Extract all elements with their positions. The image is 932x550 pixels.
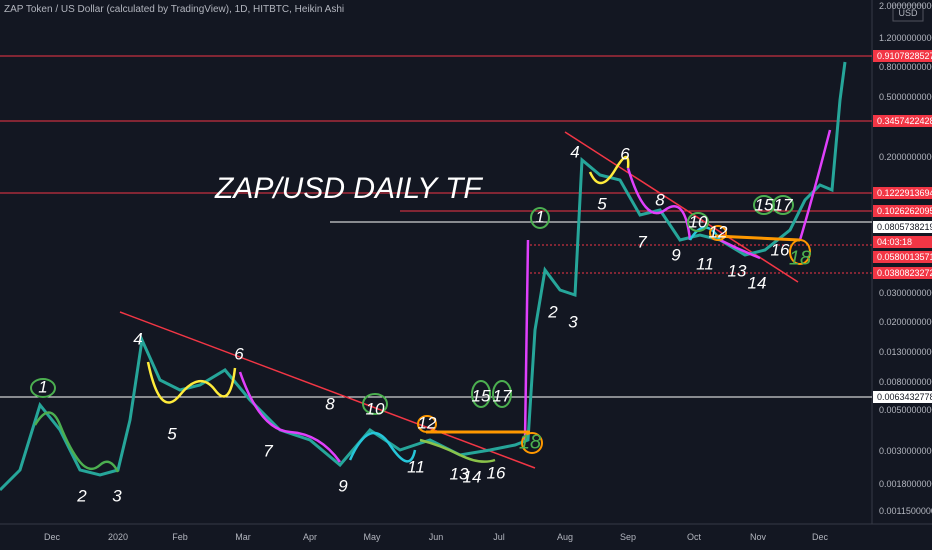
- y-tick-label: 2.0000000000: [879, 1, 932, 11]
- price-tag-box: [873, 221, 932, 233]
- y-tick-label: 0.0080000000: [879, 377, 932, 387]
- x-tick-label: 2020: [108, 532, 128, 542]
- wave-label: 11: [407, 457, 425, 476]
- wave-label: 15: [755, 195, 774, 214]
- wave-label: 3: [568, 312, 578, 331]
- price-tag: 0.0063432778: [877, 392, 932, 402]
- x-tick-label: Dec: [44, 532, 61, 542]
- wave-label: 11: [696, 254, 714, 273]
- price-tag: 0.0805738219: [877, 222, 932, 232]
- x-tick-label: Jun: [429, 532, 444, 542]
- y-tick-label: 0.5000000000: [879, 92, 932, 102]
- wave-label: 14: [463, 467, 482, 486]
- wave-label: 6: [620, 144, 630, 163]
- x-tick-label: Dec: [812, 532, 829, 542]
- wave-label: 17: [493, 386, 512, 405]
- x-tick-label: Apr: [303, 532, 317, 542]
- price-tag-box: [873, 267, 932, 279]
- y-tick-label: 0.8000000000: [879, 62, 932, 72]
- y-tick-label: 0.0300000000: [879, 288, 932, 298]
- x-tick-label: Jul: [493, 532, 505, 542]
- x-tick-label: May: [363, 532, 381, 542]
- wave-label: 7: [263, 441, 273, 460]
- wave-label: 18: [519, 431, 541, 453]
- wave-label: 7: [637, 232, 647, 251]
- x-tick-label: Nov: [750, 532, 767, 542]
- y-tick-label: 0.0030000000: [879, 446, 932, 456]
- y-tick-label: 0.2000000000: [879, 152, 932, 162]
- price-path: [0, 61, 847, 492]
- circles: [30, 195, 811, 454]
- y-tick-label: 1.2000000000: [879, 33, 932, 43]
- wave-label: 1: [38, 377, 47, 396]
- x-tick-label: Oct: [687, 532, 702, 542]
- price-tag: 0.0580013571: [877, 252, 932, 262]
- wave-label: 14: [748, 273, 767, 292]
- wave-curves: [33, 129, 832, 473]
- x-tick-label: Aug: [557, 532, 573, 542]
- wave-label: 16: [487, 463, 506, 482]
- wave-label: 8: [325, 394, 335, 413]
- wave-label: 4: [133, 329, 142, 348]
- wave-label: 5: [597, 194, 607, 213]
- price-tag-box: [873, 391, 932, 403]
- currency: USD: [898, 8, 918, 18]
- wave-label: 15: [472, 386, 491, 405]
- y-tick-label: 0.0011500000: [879, 506, 932, 516]
- wave-label: 1: [535, 207, 544, 226]
- wave-label: 2: [547, 302, 558, 321]
- price-tag-box: [873, 236, 932, 248]
- price-tag: 0.1222913694: [877, 188, 932, 198]
- x-tick-label: Feb: [172, 532, 188, 542]
- y-tick-label: 0.0200000000: [879, 317, 932, 327]
- price-tag-box: [873, 251, 932, 263]
- price-tag-box: [873, 50, 932, 62]
- wave-label: 18: [789, 247, 811, 269]
- header-title: ZAP Token / US Dollar (calculated by Tra…: [4, 4, 344, 15]
- x-tick-label: Sep: [620, 532, 636, 542]
- wave-label: 16: [771, 240, 790, 259]
- wave-label: 12: [418, 413, 437, 432]
- wave-label: 12: [709, 222, 728, 241]
- price-tag: 0.1026262095: [877, 206, 932, 216]
- price-tag-box: [873, 115, 932, 127]
- price-tag: 0.9107828527: [877, 51, 932, 61]
- support-line: [714, 234, 801, 242]
- wave-label: 4: [570, 142, 579, 161]
- price-tag: 0.0380823272: [877, 268, 932, 278]
- wave-label: 6: [234, 344, 244, 363]
- y-tick-label: 0.0130000000: [879, 347, 932, 357]
- wave-label: 3: [112, 486, 122, 505]
- y-tick-label: 0.0050000000: [879, 405, 932, 415]
- price-tag-box: [873, 205, 932, 217]
- price-tag: 0.3457422428: [877, 116, 932, 126]
- levels: [0, 55, 872, 398]
- wave-label: 2: [76, 486, 87, 505]
- wave-label: 10: [366, 399, 385, 418]
- currency-box: [892, 4, 924, 22]
- wave-label: 5: [167, 424, 177, 443]
- wave-label: 13: [728, 261, 747, 280]
- x-tick-label: Mar: [235, 532, 251, 542]
- chart-title: ZAP/USD DAILY TF: [214, 172, 483, 205]
- price-tag: 04:03:18: [877, 237, 912, 247]
- y-tick-label: 0.0018000000: [879, 479, 932, 489]
- wave-label: 8: [655, 190, 665, 209]
- wave-label: 9: [338, 476, 348, 495]
- wave-label: 10: [689, 212, 708, 231]
- wave-label: 13: [450, 464, 469, 483]
- wave-label: 17: [774, 195, 793, 214]
- price-tag-box: [873, 187, 932, 199]
- wave-label: 9: [671, 245, 681, 264]
